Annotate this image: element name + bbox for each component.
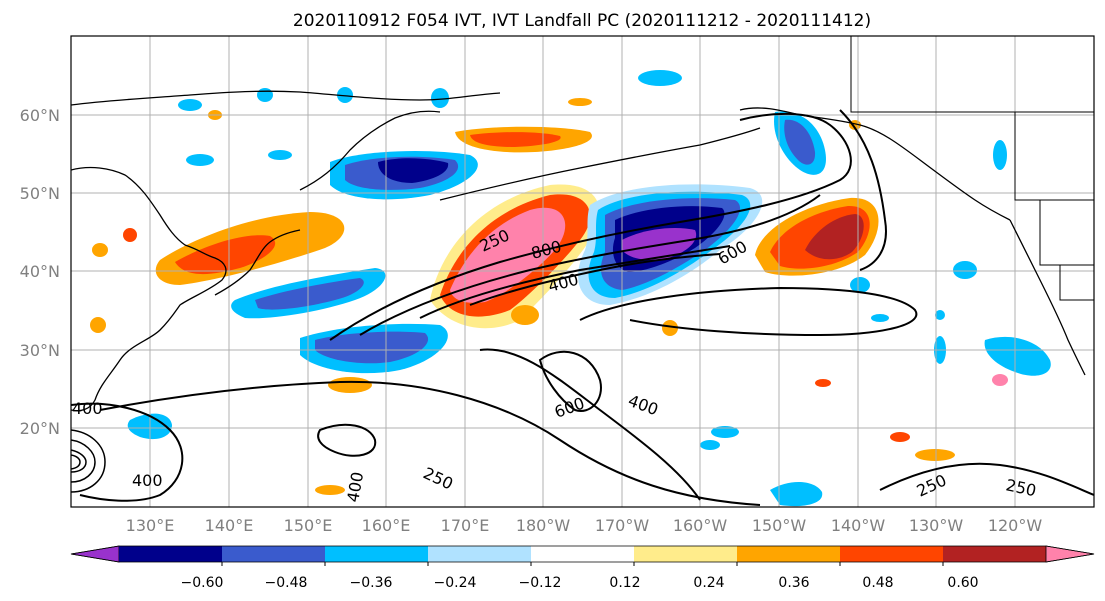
lat-label: 20°N	[20, 419, 60, 438]
ivt-contour-400-cyclone	[71, 402, 184, 502]
japan-coastline	[214, 229, 301, 296]
longitude-labels: 130°E 140°E 150°E 160°E 170°E 180°W 170°…	[126, 516, 1043, 535]
colorbar-segment	[222, 546, 325, 562]
colorbar-segment	[119, 546, 222, 562]
negative-pc-region	[784, 119, 816, 165]
lon-label: 170°E	[441, 516, 490, 535]
lat-label: 40°N	[20, 262, 60, 281]
lon-label: 150°E	[284, 516, 333, 535]
lon-label: 130°E	[126, 516, 175, 535]
small-pc-patches	[90, 70, 1008, 495]
lon-label: 130°W	[909, 516, 964, 535]
colorbar-extend-high	[1045, 545, 1095, 563]
colorbar-segment	[428, 546, 531, 562]
colorbar-tick-label: −0.60	[181, 575, 224, 591]
contour-label: 400	[132, 471, 163, 490]
lon-label: 140°W	[831, 516, 886, 535]
lat-label: 60°N	[20, 106, 60, 125]
lon-label: 140°E	[205, 516, 254, 535]
colorbar-tick-label: 0.60	[947, 575, 978, 591]
negative-pc-max	[622, 228, 697, 260]
ivt-contour-400	[359, 194, 821, 336]
negative-pc-region	[984, 336, 1051, 376]
colorbar-segments	[70, 545, 1095, 563]
lon-label: 160°E	[362, 516, 411, 535]
colorbar-ticks	[221, 562, 944, 566]
positive-pc-region	[470, 132, 561, 147]
lon-label: 160°W	[673, 516, 728, 535]
aleutian-chain	[439, 127, 761, 201]
figure-title: 2020110912 F054 IVT, IVT Landfall PC (20…	[293, 11, 871, 31]
north-america-west-coast	[1009, 219, 1086, 376]
positive-pc-region	[805, 214, 864, 260]
tropical-cyclone-contours	[71, 429, 106, 493]
colorbar-segment	[737, 546, 840, 562]
colorbar-tick-label: −0.36	[350, 575, 393, 591]
lon-label: 170°W	[595, 516, 650, 535]
colorbar-tick-label: −0.48	[265, 575, 308, 591]
colorbar-segment	[531, 546, 634, 562]
colorbar-tick-label: −0.12	[519, 575, 562, 591]
colorbar-tick-label: 0.24	[693, 575, 724, 591]
ivt-contour-250-tc	[317, 423, 377, 457]
lon-label: 180°W	[516, 516, 571, 535]
lon-label: 150°W	[752, 516, 807, 535]
siberia-coastline	[71, 90, 501, 106]
positive-pc-max	[450, 207, 566, 303]
negative-pc-region	[255, 278, 364, 310]
colorbar-tick-label: 0.36	[778, 575, 809, 591]
map-frame	[70, 35, 1095, 508]
lat-label: 30°N	[20, 341, 60, 360]
negative-pc-region	[770, 481, 823, 507]
lat-label: 50°N	[20, 184, 60, 203]
colorbar-segment	[840, 546, 943, 562]
ivt-contour-250-east	[879, 462, 1094, 496]
negative-pc-region	[378, 158, 449, 183]
ivt-contours	[71, 109, 1094, 506]
colorbar-tick-labels: −0.60 −0.48 −0.36 −0.24 −0.12 0.12 0.24 …	[181, 575, 979, 591]
colorbar-tick-label: 0.48	[862, 575, 893, 591]
state-borders	[1014, 112, 1094, 301]
ivt-contour-400-sw	[479, 348, 701, 501]
positive-pc-region	[175, 235, 276, 275]
ivt-contour-400-south	[579, 286, 918, 337]
ivt-contour-600-south	[538, 350, 602, 412]
colorbar: −0.60 −0.48 −0.36 −0.24 −0.12 0.12 0.24 …	[70, 545, 1095, 591]
ivt-contour-800	[469, 253, 721, 306]
colorbar-extend-low	[70, 545, 120, 563]
asia-coastline	[71, 166, 227, 412]
kamchatka-coastline	[299, 110, 441, 191]
country-border	[850, 36, 1094, 113]
lon-label: 120°W	[988, 516, 1043, 535]
colorbar-tick-label: −0.24	[434, 575, 477, 591]
colorbar-tick-label: 0.12	[609, 575, 640, 591]
ivt-contour-250-ne	[839, 109, 887, 271]
ivt-contour-250	[329, 112, 852, 341]
negative-pc-region	[315, 331, 429, 364]
ivt-contour-250-south	[99, 380, 761, 506]
ivt-contour-600	[419, 245, 731, 319]
gridlines	[71, 36, 1094, 507]
colorbar-segment	[943, 546, 1046, 562]
map-panel: 250 800 600 400 600 400 250 250 250 400 …	[70, 35, 1095, 508]
contour-label: 400	[72, 399, 103, 418]
colorbar-outline	[70, 545, 1095, 563]
colorbar-segment	[325, 546, 428, 562]
pc-shading	[90, 70, 1051, 507]
latitude-labels: 20°N 30°N 40°N 50°N 60°N	[20, 106, 60, 438]
coastlines	[71, 36, 1094, 412]
colorbar-segment	[634, 546, 737, 562]
